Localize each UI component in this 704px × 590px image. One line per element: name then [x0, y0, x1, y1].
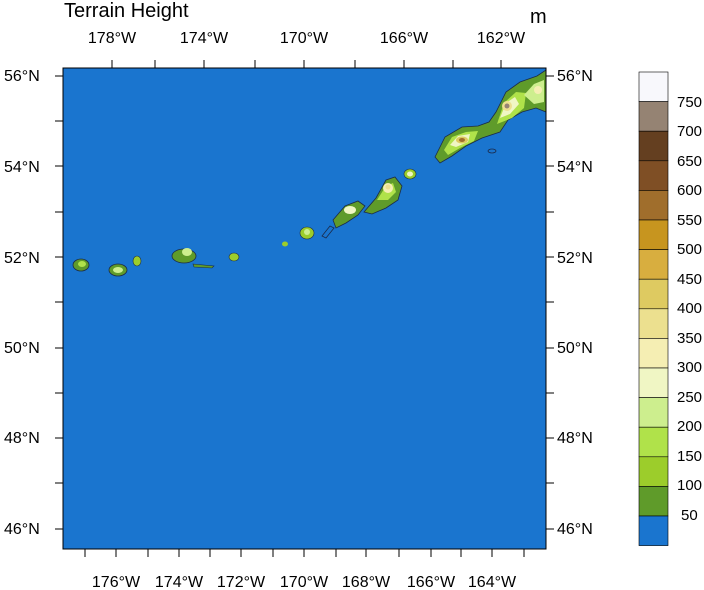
- colorbar: [638, 71, 669, 546]
- right-lat-label: 56°N: [557, 68, 593, 85]
- colorbar-swatch: [638, 219, 669, 250]
- colorbar-label: 750: [677, 94, 702, 111]
- colorbar-swatch: [638, 367, 669, 398]
- right-lat-label: 52°N: [557, 250, 593, 267]
- colorbar-label: 400: [677, 300, 702, 317]
- top-longitude-labels: 178°W 174°W 170°W 166°W 162°W: [88, 30, 526, 47]
- colorbar-label: 600: [677, 182, 702, 199]
- colorbar-label: 100: [677, 477, 702, 494]
- colorbar-swatch: [638, 249, 669, 280]
- colorbar-swatch: [638, 308, 669, 339]
- colorbar-swatch: [638, 426, 669, 458]
- colorbar-swatch: [638, 190, 669, 221]
- colorbar-label: 500: [677, 241, 702, 258]
- colorbar-label: 300: [677, 359, 702, 376]
- colorbar-label: 350: [677, 330, 702, 347]
- colorbar-label: 550: [677, 212, 702, 229]
- island-alaska-peninsula: [434, 69, 547, 164]
- bottom-lon-label: 172°W: [217, 574, 266, 590]
- top-lon-label: 178°W: [88, 30, 137, 47]
- bottom-lon-label: 170°W: [280, 574, 329, 590]
- bottom-lon-label: 164°W: [468, 574, 517, 590]
- colorbar-label: 650: [677, 153, 702, 170]
- colorbar-labels: 750 700 650 600 550 500 450 400 350 300 …: [677, 94, 702, 524]
- left-lat-label: 50°N: [4, 340, 40, 357]
- bottom-lon-label: 166°W: [407, 574, 456, 590]
- ocean-fill: [63, 68, 546, 549]
- colorbar-swatch: [638, 338, 669, 369]
- colorbar-swatch: [638, 397, 669, 428]
- left-lat-label: 46°N: [4, 521, 40, 538]
- colorbar-swatch: [638, 486, 669, 517]
- island-rat-group: [171, 248, 240, 269]
- right-latitude-labels: 56°N 54°N 52°N 50°N 48°N 46°N: [557, 68, 593, 538]
- colorbar-label: 150: [677, 448, 702, 465]
- right-lat-label: 50°N: [557, 340, 593, 357]
- colorbar-label: 250: [677, 389, 702, 406]
- top-lon-label: 170°W: [280, 30, 329, 47]
- island-islands-of-four-mountains: [321, 200, 366, 239]
- left-lat-label: 48°N: [4, 430, 40, 447]
- top-lon-label: 174°W: [180, 30, 229, 47]
- colorbar-swatch: [638, 515, 669, 546]
- bottom-longitude-labels: 176°W 174°W 172°W 170°W 168°W 166°W 164°…: [92, 574, 517, 590]
- left-lat-label: 52°N: [4, 250, 40, 267]
- top-lon-label: 166°W: [380, 30, 429, 47]
- left-lat-label: 56°N: [4, 68, 40, 85]
- map-title: Terrain Height: [64, 0, 189, 22]
- colorbar-swatch: [638, 130, 669, 162]
- colorbar-swatch: [638, 278, 669, 310]
- colorbar-swatch: [638, 101, 669, 132]
- colorbar-label: 200: [677, 418, 702, 435]
- units-label: m: [530, 6, 547, 28]
- colorbar-label: 450: [677, 271, 702, 288]
- map-ticks: [55, 60, 554, 557]
- aleutian-islands: [72, 69, 547, 277]
- right-lat-label: 48°N: [557, 430, 593, 447]
- colorbar-swatch: [638, 456, 669, 487]
- island-attu-group: [72, 255, 142, 277]
- colorbar-label: 50: [681, 507, 698, 524]
- bottom-lon-label: 176°W: [92, 574, 141, 590]
- bottom-lon-label: 174°W: [155, 574, 204, 590]
- colorbar-swatch: [638, 71, 669, 102]
- right-lat-label: 46°N: [557, 521, 593, 538]
- colorbar-swatch: [638, 160, 669, 191]
- bottom-lon-label: 168°W: [342, 574, 391, 590]
- top-lon-label: 162°W: [477, 30, 526, 47]
- island-umnak-unalaska: [363, 168, 417, 215]
- island-andreanof-group: [282, 226, 315, 247]
- right-lat-label: 54°N: [557, 159, 593, 176]
- colorbar-label: 700: [677, 123, 702, 140]
- left-lat-label: 54°N: [4, 159, 40, 176]
- left-latitude-labels: 56°N 54°N 52°N 50°N 48°N 46°N: [4, 68, 40, 538]
